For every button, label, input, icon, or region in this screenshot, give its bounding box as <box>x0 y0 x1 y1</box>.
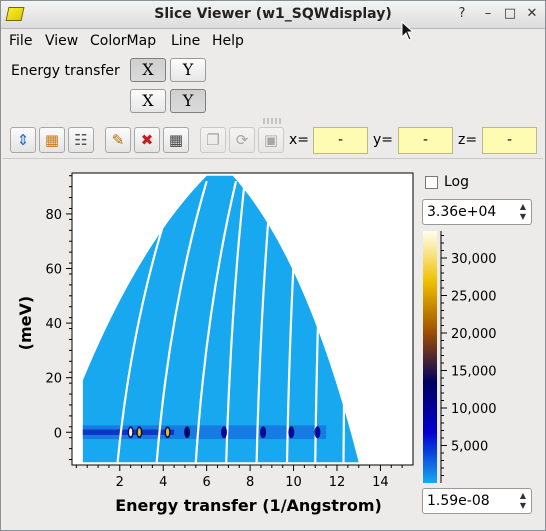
mouse-cursor-icon <box>401 21 413 41</box>
z-coord-label: z= <box>458 132 478 148</box>
colorbar-min-spinbox[interactable]: 1.59e-08 ▲ ▼ <box>422 488 532 514</box>
peak-marker <box>315 428 320 437</box>
y-coord-field: - <box>398 127 453 154</box>
dim2-x-button[interactable]: X <box>130 89 166 113</box>
rebin-button[interactable]: ▦ <box>39 127 65 153</box>
toolbar-separator <box>3 158 543 159</box>
peak-marker <box>222 428 226 437</box>
x-tick-label: 6 <box>203 475 211 490</box>
dim1-y-button[interactable]: Y <box>170 58 206 82</box>
dimension-label: Energy transfer <box>11 63 120 79</box>
detector-gap-line <box>285 181 300 463</box>
peak-marker <box>185 428 189 437</box>
x-coord-label: x= <box>289 132 310 148</box>
colorbar-min-value: 1.59e-08 <box>427 493 490 509</box>
peak-marker <box>137 428 141 437</box>
colorbar-tick-label: 15,000 <box>451 365 497 380</box>
copy-button[interactable]: ❐ <box>200 127 226 153</box>
colorbar-gradient <box>423 231 437 483</box>
x-tick-label: 10 <box>285 475 302 490</box>
y-tick-label: 20 <box>45 372 62 387</box>
grid-button[interactable]: ▦ <box>163 127 189 153</box>
slice-plot[interactable]: 2 4 6 8 10 12 14 0 20 40 60 80 Energy transfer (1/An… <box>1 161 416 531</box>
peak-marker <box>165 428 170 437</box>
help-icon[interactable]: ? <box>458 6 466 21</box>
menu-bar: File View ColorMap Line Help <box>1 30 545 54</box>
lock-button[interactable]: ▣ <box>258 127 284 153</box>
log-label: Log <box>444 174 470 190</box>
zoom-fit-button[interactable]: ⇕ <box>10 127 36 153</box>
peak-marker <box>289 428 293 437</box>
x-tick-label: 8 <box>246 475 254 490</box>
clear-line-icon: ✖ <box>140 131 154 149</box>
spin-arrows-icon[interactable]: ▲ ▼ <box>519 491 527 510</box>
window-title: Slice Viewer (w1_SQWdisplay) <box>154 6 392 22</box>
colorbar-max-spinbox[interactable]: 3.36e+04 ▲ ▼ <box>422 199 532 225</box>
detector-gap-line <box>314 181 325 463</box>
x-axis-label: Energy transfer (1/Angstrom) <box>115 496 382 515</box>
line-pencil-icon: ✎ <box>111 131 125 149</box>
menu-view[interactable]: View <box>45 33 79 49</box>
peak-marker <box>129 428 133 437</box>
y-coord-label: y= <box>373 132 394 148</box>
y-tick-label: 80 <box>45 208 62 223</box>
refresh-button[interactable]: ⟳ <box>229 127 255 153</box>
detector-gap-line <box>225 181 246 463</box>
draw-line-button[interactable]: ✎ <box>105 127 131 153</box>
x-tick-label: 2 <box>116 475 124 490</box>
detector-gap-line <box>116 180 179 463</box>
detector-gap-line <box>342 181 350 463</box>
detector-gap-line <box>155 180 208 463</box>
detector-gap-line <box>194 180 238 463</box>
log-checkbox[interactable] <box>425 176 438 189</box>
colorbar: 30,000 25,000 20,000 15,000 10,000 5,000 <box>423 231 497 483</box>
colorbar-tick-label: 10,000 <box>451 402 497 417</box>
close-button[interactable]: ✕ <box>526 6 538 21</box>
detector-gap-line <box>255 181 273 463</box>
menu-line[interactable]: Line <box>171 33 201 49</box>
peaks-icon: ☷ <box>74 131 88 149</box>
y-tick-label: 40 <box>45 317 62 332</box>
colorbar-tick-label: 30,000 <box>451 252 497 267</box>
dim1-x-button[interactable]: X <box>130 58 166 82</box>
y-tick-label: 60 <box>45 263 62 278</box>
lock-icon: ▣ <box>263 131 279 149</box>
title-bar[interactable]: Slice Viewer (w1_SQWdisplay) ? – □ ✕ <box>1 1 545 29</box>
x-tick-label: 14 <box>372 475 389 490</box>
zoom-fit-icon: ⇕ <box>16 131 30 149</box>
y-tick-label: 0 <box>54 426 62 441</box>
refresh-icon: ⟳ <box>235 131 249 149</box>
menu-file[interactable]: File <box>9 33 33 49</box>
grid-icon: ▦ <box>168 131 184 149</box>
y-axis-label: (meV) <box>16 296 35 351</box>
clear-line-button[interactable]: ✖ <box>134 127 160 153</box>
spin-arrows-icon[interactable]: ▲ ▼ <box>519 202 527 221</box>
copy-icon: ❐ <box>206 131 220 149</box>
rebin-icon: ▦ <box>44 131 60 149</box>
menu-colormap[interactable]: ColorMap <box>90 33 157 49</box>
peaks-button[interactable]: ☷ <box>68 127 94 153</box>
z-coord-field: - <box>482 127 537 154</box>
minimize-button[interactable]: – <box>484 6 492 21</box>
dim2-y-button[interactable]: Y <box>170 89 206 113</box>
x-tick-label: 4 <box>159 475 167 490</box>
splitter-handle[interactable] <box>263 118 283 124</box>
menu-help[interactable]: Help <box>212 33 244 49</box>
x-coord-field: - <box>313 127 368 154</box>
maximize-button[interactable]: □ <box>503 6 517 21</box>
x-tick-label: 12 <box>329 475 346 490</box>
colorbar-tick-label: 5,000 <box>451 440 488 455</box>
peak-marker <box>261 428 265 437</box>
colorbar-max-value: 3.36e+04 <box>427 204 497 220</box>
colorbar-tick-label: 20,000 <box>451 327 497 342</box>
colorbar-tick-label: 25,000 <box>451 290 497 305</box>
